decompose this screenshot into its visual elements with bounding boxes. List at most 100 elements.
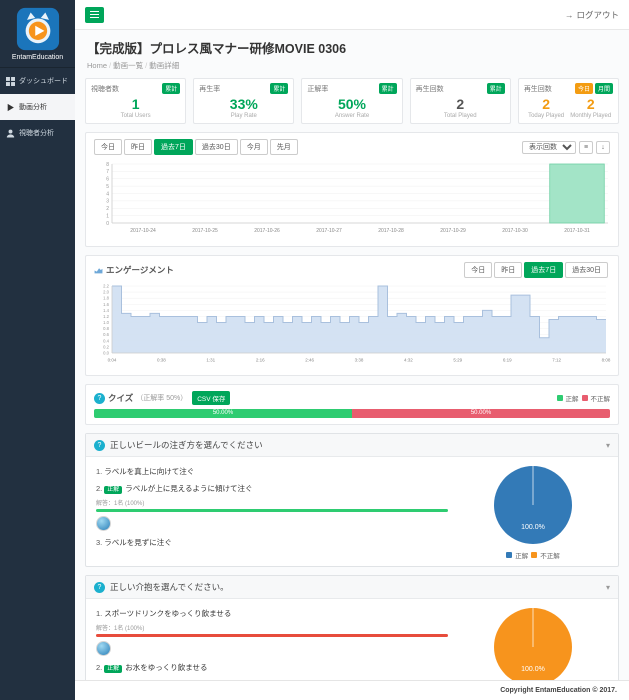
engagement-filter-today[interactable]: 今日 [464,262,493,278]
engagement-filter-last-30-days[interactable]: 過去30日 [565,262,608,278]
svg-text:100.0%: 100.0% [521,524,545,531]
incorrect-legend-label: 不正解 [540,553,560,560]
correct-legend-label: 正解 [565,396,579,403]
svg-text:0:04: 0:04 [108,358,117,363]
svg-text:4: 4 [106,191,109,197]
question-panel-1: ? 正しいビールの注ぎ方を選んでください ▾ 1. ラベルを真上に向けて注ぐ 2.… [85,433,619,567]
date-range-filters: 今日 昨日 過去7日 過去30日 今月 先月 [94,139,300,155]
filter-last-month[interactable]: 先月 [269,139,298,155]
status-badge: 累計 [486,83,505,94]
question-1-pie-legend: 正解 不正解 [506,550,560,560]
breadcrumb-video-detail: 動画詳細 [149,61,180,70]
stat-card-answer-rate: 正解率 累計 50% Answer Rate [301,78,403,124]
svg-text:7: 7 [106,169,109,175]
svg-text:0.6: 0.6 [103,332,109,337]
sidebar-item-viewer-analysis[interactable]: 視聴者分析 [0,120,75,146]
question-1-header[interactable]: ? 正しいビールの注ぎ方を選んでください ▾ [86,434,618,457]
filter-today[interactable]: 今日 [94,139,122,155]
option-number: 2. [96,663,103,672]
download-icon[interactable]: ↓ [596,140,610,154]
stat-sublabel: Total Users [120,113,151,119]
content: 視聴者数 累計 1 Total Users 再生率 累計 33% Play Ra… [75,76,629,680]
svg-text:1.2: 1.2 [103,314,109,319]
hamburger-icon [90,13,99,16]
option-number: 1. [96,467,103,476]
views-bar-chart: 0 123 456 78 2017-10-24 2017-10-25 2017-10-26 2… [106,162,608,234]
correct-legend-swatch [506,552,513,558]
question-2-header[interactable]: ? 正しい介抱を選んでください。 ▾ [86,576,618,599]
brand-logo [16,7,59,51]
engagement-chart-panel: エンゲージメント 今日 昨日 過去7日 過去30日 0.0 0.2 0.4 0.6 0.… [85,255,619,376]
stat-sublabel-today: Today Played [528,113,565,119]
filter-yesterday[interactable]: 昨日 [124,139,152,155]
stat-sublabel: Total Played [443,113,477,119]
correct-legend-swatch [556,395,563,401]
quiz-summary-panel: ? クイズ （正解率 50%） CSV 保存 正解 不正解 50.00% 50.… [85,384,619,425]
svg-text:0: 0 [106,221,109,227]
correct-answer-badge: 正解 [104,665,123,673]
svg-text:2017-10-26: 2017-10-26 [254,228,280,234]
csv-save-button[interactable]: CSV 保存 [192,391,231,405]
question-1-pie-chart: 100.0% [494,466,572,544]
engagement-filter-yesterday[interactable]: 昨日 [494,262,523,278]
brand: EntamEducation [0,0,75,68]
sidebar-nav: ダッシュボード 動画分析 視聴者分析 [0,68,75,146]
correct-segment: 50.00% [94,409,352,418]
filter-last-30-days[interactable]: 過去30日 [194,139,238,155]
breadcrumb-video-list[interactable]: 動画一覧 [113,61,144,70]
respondent-avatar [96,641,111,656]
option-1: 1. ラベルを真上に向けて注ぐ [96,463,448,480]
stat-sublabel: Play Rate [230,113,257,119]
option-text: ラベルを見ずに注ぐ [104,538,172,547]
svg-text:1.8: 1.8 [103,296,109,301]
list-icon[interactable]: ≡ [579,140,593,154]
stat-value: 50% [337,96,367,112]
filter-last-7-days[interactable]: 過去7日 [154,139,193,155]
filter-this-month[interactable]: 今月 [239,139,268,155]
quiz-title: クイズ [108,393,134,403]
content-header: 【完成版】プロレス風マナー研修MOVIE 0306 Home / 動画一覧 / 動画詳細 [75,30,629,76]
option-text: ラベルを真上に向けて注ぐ [104,467,195,476]
chevron-down-icon[interactable]: ▾ [605,582,610,592]
svg-text:8:08: 8:08 [602,358,611,363]
respondent-avatar [96,516,111,531]
brand-name: EntamEducation [11,54,64,61]
engagement-title: エンゲージメント [106,265,174,275]
metric-select[interactable]: 表示回数 [522,140,576,154]
sidebar: EntamEducation ダッシュボード 動画分析 視聴者分析 [0,0,75,700]
incorrect-segment: 50.00% [352,409,610,418]
svg-text:1:31: 1:31 [206,358,215,363]
breadcrumb-separator: / [109,61,112,70]
logout-link[interactable]: → ログアウト [565,9,619,21]
answer-count: 解答：1名 (100%) [96,626,145,632]
svg-text:0.0: 0.0 [103,351,109,356]
sidebar-item-dashboard[interactable]: ダッシュボード [0,68,75,94]
copyright-text: Copyright EntamEducation © 2017. [500,687,617,694]
option-number: 3. [96,538,103,547]
svg-text:2:16: 2:16 [256,358,265,363]
svg-text:2.2: 2.2 [103,284,109,289]
top-header: → ログアウト [75,0,629,30]
breadcrumb: Home / 動画一覧 / 動画詳細 [87,60,617,71]
stat-value: 2 [456,96,465,112]
engagement-filters: 今日 昨日 過去7日 過去30日 [464,262,610,278]
stat-value: 1 [131,96,140,112]
question-icon: ? [94,581,105,593]
sidebar-item-video-analysis[interactable]: 動画分析 [0,94,75,120]
breadcrumb-home[interactable]: Home [87,61,108,70]
chevron-down-icon[interactable]: ▾ [605,440,610,450]
svg-text:5: 5 [106,184,109,190]
svg-text:3:38: 3:38 [355,358,364,363]
svg-text:2017-10-27: 2017-10-27 [316,228,342,234]
stat-card-played-today-monthly: 再生回数 今日 月間 2 Today Played 2 Monthly Play… [517,78,620,124]
question-1-options: 1. ラベルを真上に向けて注ぐ 2. 正解 ラベルが上に見えるように傾けて注ぐ 解答：… [96,463,448,560]
stat-value-today: 2 [542,96,551,112]
question-panel-2: ? 正しい介抱を選んでください。 ▾ 1. スポーツドリンクをゆっくり飲ませる 解… [85,575,619,680]
svg-text:1.6: 1.6 [103,302,109,307]
engagement-filter-last-7-days[interactable]: 過去7日 [524,262,564,278]
video-play-icon [7,103,14,111]
status-badge-monthly: 月間 [595,83,614,94]
menu-toggle-button[interactable] [85,6,104,23]
status-badge-today: 今日 [574,83,593,94]
engagement-area-chart: 0.0 0.20.40.60.81.01.21.41.61.82.02.2 0:04… [103,284,611,363]
